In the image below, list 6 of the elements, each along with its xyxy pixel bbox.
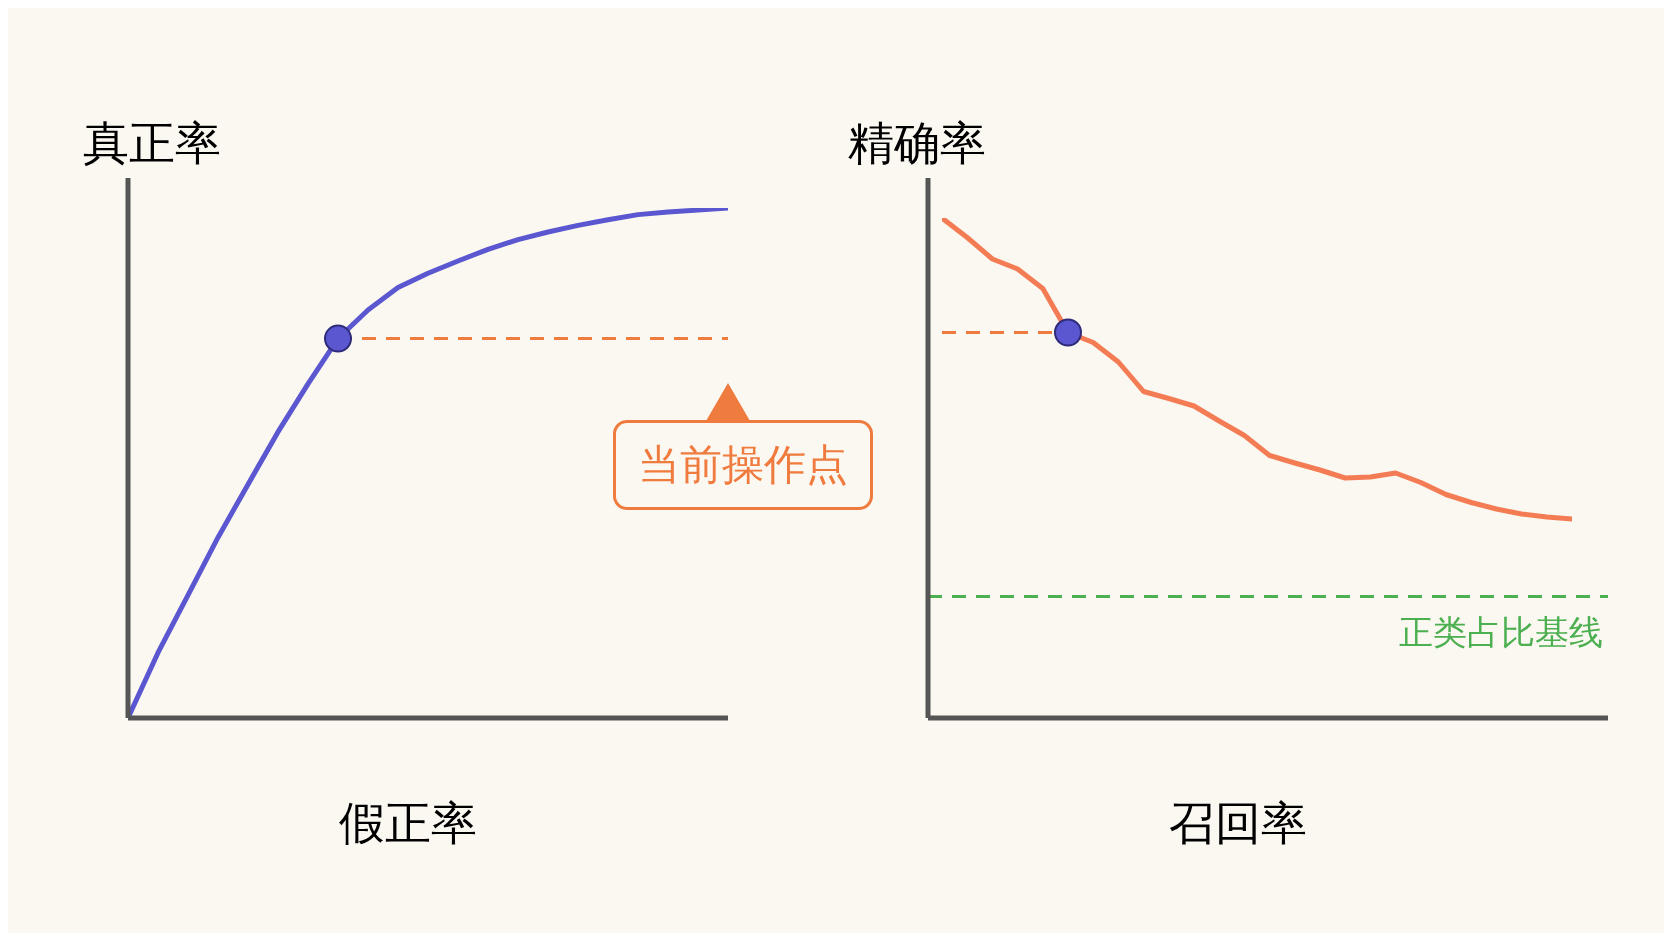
y-axis-title: 精确率	[848, 115, 986, 172]
ref-line-label: 正类占比基线	[1399, 611, 1603, 652]
x-axis-title: 假正率	[338, 795, 478, 852]
x-axis-title: 召回率	[1168, 795, 1308, 852]
y-axis-title: 真正率	[83, 115, 221, 172]
annotation: 当前操作点	[613, 420, 873, 510]
